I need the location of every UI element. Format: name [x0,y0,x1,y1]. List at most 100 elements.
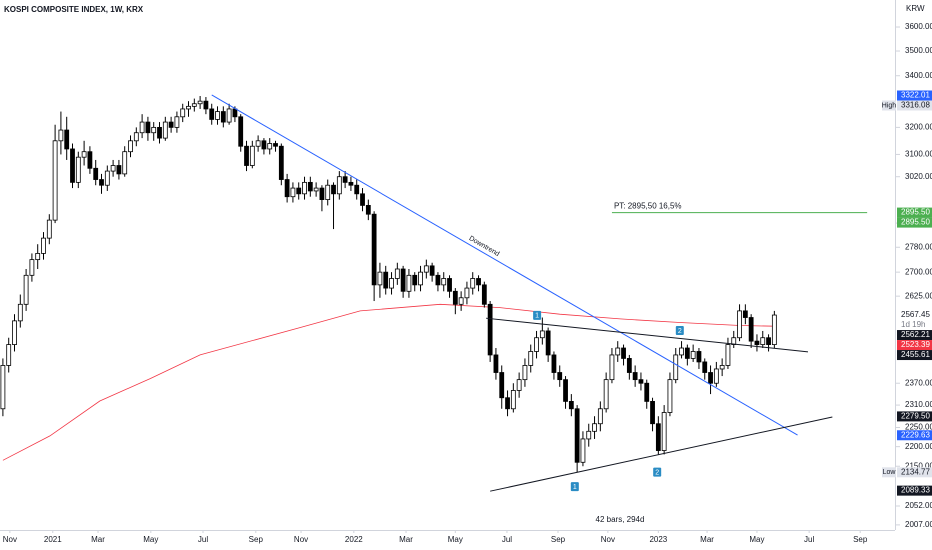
price-tag-name-box [882,467,896,478]
candle-body [464,287,470,299]
price-tag-name: Low [883,469,897,476]
candle-body [145,121,151,134]
candle-body [650,401,655,425]
x-tick-label: Jul [502,535,512,544]
candle-body [731,337,737,345]
candle-body [267,143,273,150]
x-tick-label: 2023 [649,535,667,544]
marker-label: 1 [535,313,539,320]
candle-body [499,372,505,399]
candle-body [220,111,226,123]
candle-body [632,372,638,381]
y-tick-label: 2700.00 [905,267,932,276]
y-tick-label: 2150.00 [905,461,932,470]
price-tag [897,207,932,218]
candle-body [17,303,23,322]
candle-body [64,129,70,150]
candle-body [331,184,336,195]
candle-body [771,314,777,345]
candle-body [116,165,122,175]
candle-body [215,111,220,120]
price-tag-label: 2279.50 [901,412,930,421]
candle-body [742,310,748,318]
candle-body [719,365,725,370]
price-tag [897,330,932,341]
candle-body [226,108,232,123]
candle-body [296,187,302,195]
candle-body [621,347,626,359]
candle-body [661,412,667,451]
candle-body [87,151,93,169]
y-tick-label: 3200.00 [905,122,932,131]
candle-body [597,408,603,425]
price-tag-label: 2523.39 [901,340,930,349]
marker-label: 2 [678,328,682,335]
marker-box [533,310,542,320]
marker-box [675,325,684,335]
candle-body [737,310,742,339]
x-tick-label: 2021 [44,535,62,544]
y-tick-label: 2370.00 [905,378,932,387]
candle-body [574,408,580,463]
price-tag [897,90,932,101]
candle-body [690,351,696,359]
candle-body [168,121,174,128]
candle-body [487,303,493,356]
price-tag-label: 3316.08 [901,101,930,110]
candle-body [551,354,557,373]
moving-average [2,303,775,461]
price-tag [897,485,932,496]
candle-body [400,268,406,292]
candle-body [360,193,365,206]
candle-body [325,184,331,200]
x-tick-label: 2022 [345,535,363,544]
candle-body [354,184,360,195]
candle-body [609,354,615,381]
candle-body [174,116,180,128]
candle-body [476,278,481,286]
candle-body [313,187,319,192]
candle-body [52,140,58,221]
candle-body [655,423,661,451]
y-tick-label: 2200.00 [905,442,932,451]
candle-body [41,237,46,254]
candle-body [244,145,249,166]
candle-body [673,354,679,381]
price-tag [897,340,932,351]
candle-body [435,274,441,286]
candle-body [679,347,684,356]
price-tag-label: 2134.77 [901,467,930,476]
candle-body [151,126,157,134]
y-tick-label: 2310.00 [905,400,932,409]
candle-body [539,330,545,339]
y-tick-label: 3020.00 [905,172,932,181]
candle-body [162,121,168,139]
y-tick-label: 3400.00 [905,71,932,80]
candle-body [580,438,586,463]
candle-body [412,274,418,286]
candle-body [365,205,371,215]
candle-body [122,151,128,175]
candle-body [510,390,516,410]
candle-body [563,379,568,402]
y-tick-label: 2052.00 [905,501,932,510]
candle-body [273,143,278,147]
candle-body [232,108,238,118]
candle-body [139,121,145,134]
candle-body [104,170,110,186]
candle-body [319,187,325,200]
candle-body [644,382,650,402]
price-tag-label: 2895.50 [901,218,930,227]
candle-body [99,179,104,186]
candle-body [203,100,209,110]
bar-count-note: 42 bars, 294d [596,515,645,524]
candle-body [603,379,609,410]
candle-body [418,271,423,286]
y-tick-label: 3100.00 [905,150,932,159]
candle-body [441,278,447,286]
trendline [490,416,833,492]
y-tick-label: 3600.00 [905,22,932,31]
candle-body [568,401,574,410]
trendline-label: PT: 2895,50 16,5% [614,202,682,211]
price-tag-name: High [882,102,897,109]
